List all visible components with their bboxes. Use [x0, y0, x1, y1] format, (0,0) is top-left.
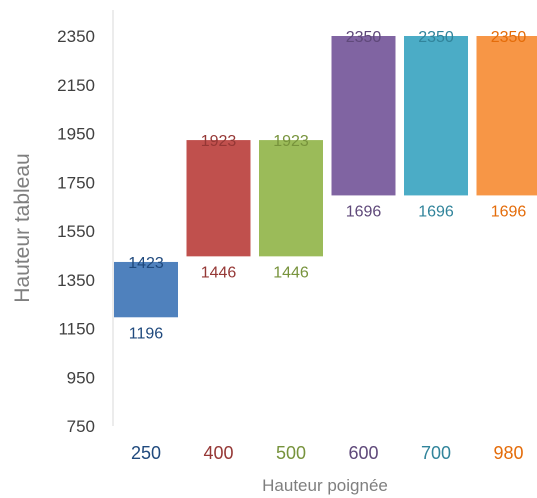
data-label-high: 2350 [491, 29, 527, 46]
bars-group [114, 36, 537, 318]
range-bar [186, 140, 251, 257]
data-label-high: 1423 [128, 255, 164, 272]
data-label-low: 1696 [346, 203, 382, 220]
data-label-low: 1446 [201, 264, 237, 281]
x-category-label: 400 [203, 443, 233, 463]
x-category-label: 250 [131, 443, 161, 463]
data-label-low: 1446 [273, 264, 309, 281]
range-bar [404, 36, 468, 196]
data-labels-group: 1423 1196 1923 1446 1923 1446 2350 1696 2350 1696… [128, 29, 526, 342]
data-label-high: 1923 [273, 133, 309, 150]
y-tick-label: 950 [67, 368, 95, 387]
range-bar [476, 36, 537, 196]
y-tick-label: 750 [67, 417, 95, 436]
y-axis-ticks: 750 950 1150 1350 1550 1750 1950 2150 2350 [57, 27, 95, 436]
data-label-high: 2350 [346, 29, 382, 46]
y-tick-label: 1350 [57, 271, 95, 290]
data-label-low: 1696 [418, 203, 454, 220]
data-label-high: 1923 [201, 133, 237, 150]
range-bar [259, 140, 323, 257]
range-bar [331, 36, 396, 196]
y-tick-label: 1550 [57, 222, 95, 241]
range-bar [114, 261, 178, 318]
y-tick-label: 2150 [57, 76, 95, 95]
y-tick-label: 1750 [57, 173, 95, 192]
data-label-low: 1696 [491, 203, 527, 220]
y-axis-title: Hauteur tableau [11, 153, 34, 302]
x-axis-categories: 250 400 500 600 700 980 [131, 443, 524, 463]
y-tick-label: 1150 [58, 320, 95, 339]
y-tick-label: 2350 [57, 27, 95, 46]
x-axis-title: Hauteur poignée [262, 476, 388, 495]
y-tick-label: 1950 [57, 125, 95, 144]
x-category-label: 980 [493, 443, 523, 463]
x-category-label: 500 [276, 443, 306, 463]
data-label-low: 1196 [129, 325, 164, 342]
x-category-label: 600 [348, 443, 378, 463]
data-label-high: 2350 [418, 29, 454, 46]
x-category-label: 700 [421, 443, 451, 463]
